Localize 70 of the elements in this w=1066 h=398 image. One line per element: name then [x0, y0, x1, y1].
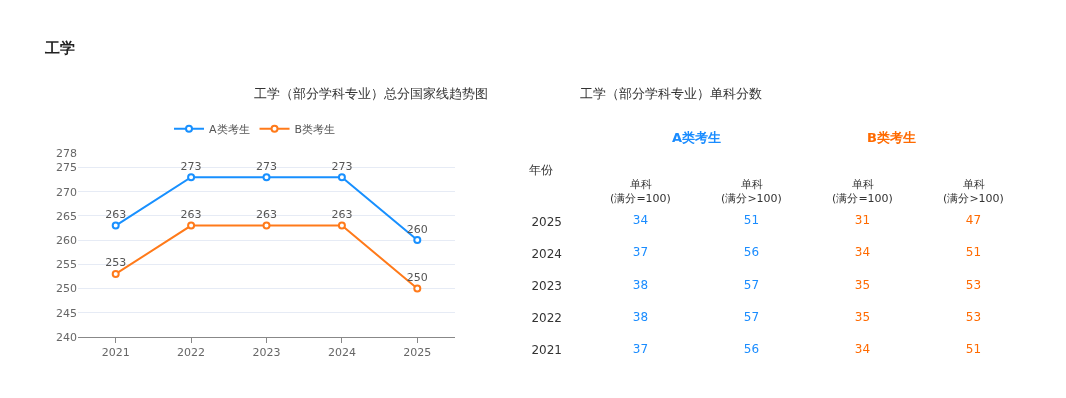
data-label: 47	[965, 213, 982, 228]
data-label: 38	[632, 277, 649, 292]
x-tick-label: 2024	[327, 346, 356, 360]
data-label: 57	[743, 309, 760, 324]
point	[262, 221, 271, 230]
data-label: 37	[632, 341, 649, 356]
y-tick-label: 270	[56, 185, 77, 199]
data-label: 250	[406, 270, 428, 284]
point	[413, 284, 422, 293]
y-tick-label: 2025	[531, 214, 562, 229]
y-tick-label: 2022	[531, 310, 562, 325]
y-tick-label: 2023	[531, 278, 562, 293]
data-label: 51	[743, 213, 760, 228]
data-label: 38	[632, 309, 649, 324]
data-label: 34	[854, 341, 871, 356]
point	[413, 236, 422, 245]
y-tick-label: 2024	[531, 246, 562, 261]
data-label: 31	[854, 213, 871, 228]
data-label: 37	[632, 245, 649, 260]
x-tick-label: 2023	[252, 346, 281, 360]
y-tick-label: 255	[56, 258, 77, 272]
data-label: 273	[180, 159, 202, 173]
y-tick-label: 250	[56, 282, 77, 296]
y-tick-label: 240	[56, 330, 77, 344]
y-tick-label: 265	[56, 209, 77, 223]
data-label: 35	[854, 309, 871, 324]
x-tick-label: 单科 (满分>100)	[943, 177, 1004, 206]
data-label: 56	[743, 341, 760, 356]
point	[262, 173, 271, 182]
text: 工学	[44, 39, 75, 57]
point	[337, 221, 346, 230]
x-tick-label: 单科 (满分=100)	[832, 177, 893, 206]
data-label: 53	[965, 309, 982, 324]
data-label: 263	[105, 208, 127, 222]
y-tick-label: 245	[56, 306, 77, 320]
point	[111, 269, 120, 278]
legend-label: A类考生	[209, 123, 250, 137]
x-tick-label: 单科 (满分>100)	[721, 177, 782, 206]
data-label: 263	[180, 208, 202, 222]
x-tick-label: 2021	[101, 346, 130, 360]
text: B类考生	[867, 130, 916, 145]
y-tick-label: 275	[56, 161, 77, 175]
data-label: 263	[331, 208, 353, 222]
data-label: 263	[256, 208, 277, 222]
data-label: 253	[105, 256, 127, 270]
data-label: 56	[743, 245, 760, 260]
x-tick-label: 2025	[403, 346, 432, 360]
legend-label: B类考生	[294, 123, 336, 137]
data-label: 53	[965, 277, 982, 292]
point	[187, 173, 196, 182]
chart-title: 工学（部分学科专业）总分国家线趋势图	[254, 86, 488, 101]
data-label: 57	[743, 277, 760, 292]
y-tick-label: 278	[56, 146, 77, 160]
point	[111, 221, 120, 230]
y-tick-label: 260	[56, 233, 77, 247]
chart-title: 工学（部分学科专业）单科分数	[580, 86, 762, 101]
point	[337, 173, 346, 182]
x-tick-label: 2022	[177, 346, 206, 360]
data-label: 34	[854, 245, 871, 260]
data-label: 273	[256, 159, 277, 173]
data-label: 51	[965, 341, 982, 356]
data-label: 34	[632, 213, 649, 228]
text: A类考生	[672, 130, 722, 145]
data-label: 273	[331, 159, 353, 173]
data-label: 260	[406, 222, 428, 236]
data-label: 35	[854, 277, 871, 292]
y-axis-title: 年份	[529, 163, 553, 177]
data-label: 51	[965, 245, 982, 260]
point	[187, 221, 196, 230]
x-tick-label: 单科 (满分=100)	[610, 177, 671, 206]
